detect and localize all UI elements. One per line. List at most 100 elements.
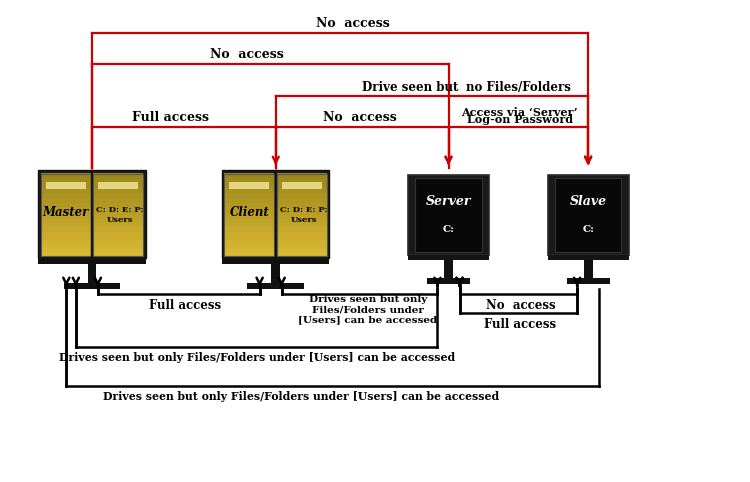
Bar <box>94 173 143 178</box>
Bar <box>40 248 91 252</box>
Bar <box>224 186 274 190</box>
FancyBboxPatch shape <box>275 170 329 258</box>
Bar <box>94 235 143 240</box>
Text: Drives seen but only Files/Folders under [Users] can be accessed: Drives seen but only Files/Folders under… <box>59 352 455 363</box>
Bar <box>278 248 327 252</box>
Text: No  access: No access <box>209 48 284 61</box>
Bar <box>94 240 143 244</box>
Bar <box>272 264 280 283</box>
Bar <box>567 278 610 284</box>
Bar <box>278 202 327 207</box>
Text: Drives seen but only
Files/Folders under
[Users] can be accessed: Drives seen but only Files/Folders under… <box>298 295 437 325</box>
Bar <box>94 231 143 236</box>
Bar <box>40 177 91 182</box>
Bar <box>282 182 322 188</box>
Bar <box>40 194 91 199</box>
Bar <box>40 211 91 215</box>
Text: Drive seen but: Drive seen but <box>362 80 458 94</box>
Bar <box>444 260 453 278</box>
Bar <box>224 219 274 223</box>
Bar <box>224 223 274 228</box>
Bar <box>64 283 120 289</box>
Bar <box>40 173 91 178</box>
Bar <box>94 252 143 256</box>
Text: no Files/Folders: no Files/Folders <box>466 80 571 94</box>
Bar <box>224 252 274 256</box>
Bar <box>278 194 327 199</box>
Bar <box>94 227 143 231</box>
Bar <box>278 177 327 182</box>
Text: Log-on Password: Log-on Password <box>466 114 573 125</box>
Bar <box>278 252 327 256</box>
Bar <box>224 211 274 215</box>
Bar <box>278 223 327 228</box>
Bar <box>224 243 274 248</box>
Text: C: D: E: P:: C: D: E: P: <box>280 206 328 214</box>
Bar <box>224 198 274 202</box>
Bar <box>40 243 91 248</box>
Bar <box>548 255 628 260</box>
Text: No  access: No access <box>323 111 398 124</box>
Bar <box>94 219 143 223</box>
Text: Full access: Full access <box>484 318 556 331</box>
Bar <box>224 173 274 178</box>
Bar <box>248 283 304 289</box>
Bar <box>94 202 143 207</box>
Text: Slave: Slave <box>569 195 607 208</box>
Text: No  access: No access <box>486 299 555 312</box>
Bar <box>40 214 91 219</box>
Bar <box>278 186 327 190</box>
Bar <box>278 235 327 240</box>
Bar <box>94 214 143 219</box>
Bar <box>40 198 91 202</box>
Bar <box>94 182 143 186</box>
Bar <box>224 177 274 182</box>
Bar <box>40 190 91 194</box>
Bar <box>427 278 470 284</box>
Bar <box>98 182 139 188</box>
Text: Access via ‘Server’: Access via ‘Server’ <box>461 107 578 118</box>
Bar <box>224 240 274 244</box>
Bar <box>94 211 143 215</box>
FancyBboxPatch shape <box>555 178 621 252</box>
Bar <box>278 219 327 223</box>
Bar <box>40 252 91 256</box>
Bar <box>40 182 91 186</box>
Bar <box>94 186 143 190</box>
FancyBboxPatch shape <box>92 170 146 258</box>
Bar <box>222 258 329 264</box>
FancyBboxPatch shape <box>416 178 482 252</box>
Bar <box>94 223 143 228</box>
Bar <box>224 206 274 211</box>
Text: Users: Users <box>290 216 317 224</box>
Bar <box>94 206 143 211</box>
Bar <box>224 194 274 199</box>
Bar <box>40 227 91 231</box>
Bar <box>224 231 274 236</box>
Bar <box>278 190 327 194</box>
Bar <box>278 206 327 211</box>
Bar <box>40 186 91 190</box>
Bar <box>224 190 274 194</box>
Bar <box>224 227 274 231</box>
Bar <box>88 264 97 283</box>
Bar <box>46 182 86 188</box>
Bar <box>40 231 91 236</box>
Bar <box>224 182 274 186</box>
Text: Users: Users <box>106 216 134 224</box>
FancyBboxPatch shape <box>548 174 628 255</box>
Text: No  access: No access <box>316 17 390 30</box>
FancyBboxPatch shape <box>408 174 489 255</box>
Text: Full access: Full access <box>149 299 221 312</box>
Bar <box>278 211 327 215</box>
Text: Master: Master <box>43 206 88 219</box>
Bar <box>40 223 91 228</box>
Bar <box>278 198 327 202</box>
Bar <box>584 260 592 278</box>
Text: C: D: E: P:: C: D: E: P: <box>96 206 144 214</box>
Bar <box>224 235 274 240</box>
FancyBboxPatch shape <box>222 170 277 258</box>
Bar <box>278 240 327 244</box>
Bar <box>278 214 327 219</box>
Bar <box>278 182 327 186</box>
